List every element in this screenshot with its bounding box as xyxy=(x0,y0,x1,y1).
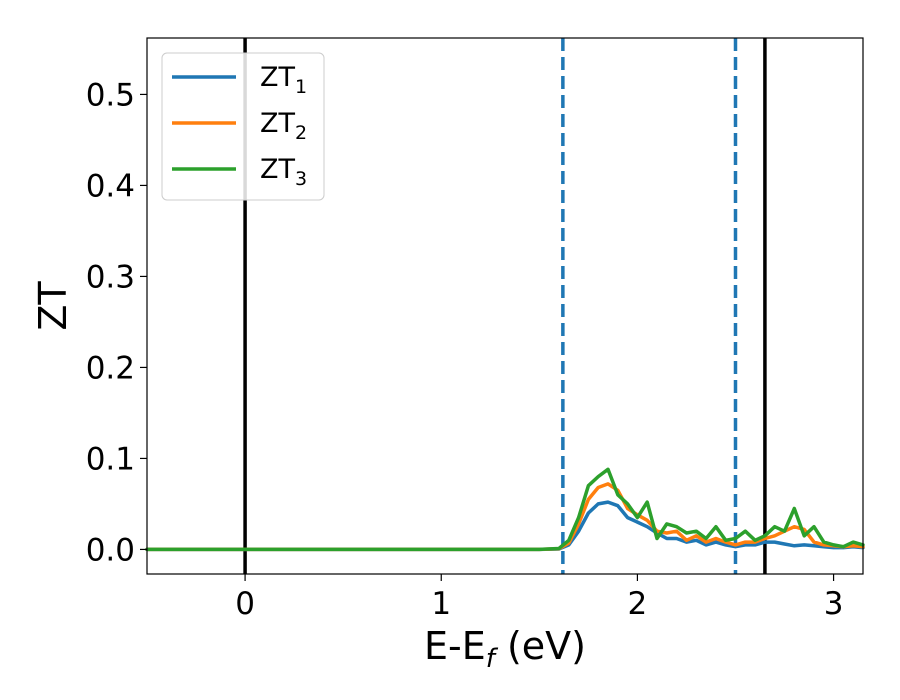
y-tick-label: 0.0 xyxy=(86,532,135,568)
series-line-zt1 xyxy=(145,500,865,552)
y-tick-label: 0.2 xyxy=(86,350,135,386)
legend-label-zt3: ZT3 xyxy=(260,154,307,190)
y-tick-label: 0.3 xyxy=(86,259,135,295)
y-axis-label: ZT xyxy=(31,281,75,331)
series-line-zt2 xyxy=(145,482,865,552)
axis-ticks: 0 1 2 3 0.0 0.1 0.2 0.3 0.4 0.5 xyxy=(86,77,844,622)
x-tick-label: 0 xyxy=(235,586,255,622)
x-tick-label: 2 xyxy=(628,586,648,622)
x-tick-label: 1 xyxy=(431,586,451,622)
legend-label-zt2: ZT2 xyxy=(260,108,307,144)
plot-frame xyxy=(146,37,864,575)
legend: ZT1 ZT2 ZT3 xyxy=(161,52,325,201)
series-lines xyxy=(145,467,865,552)
x-tick-label: 3 xyxy=(824,586,844,622)
y-tick-label: 0.4 xyxy=(86,168,135,204)
y-tick-label: 0.5 xyxy=(86,77,135,113)
series-line-zt3 xyxy=(145,467,865,552)
legend-label-zt1: ZT1 xyxy=(260,62,307,98)
y-tick-label: 0.1 xyxy=(86,441,135,477)
x-axis-label: E-Ef (eV) xyxy=(424,624,586,674)
legend-box xyxy=(161,52,325,201)
